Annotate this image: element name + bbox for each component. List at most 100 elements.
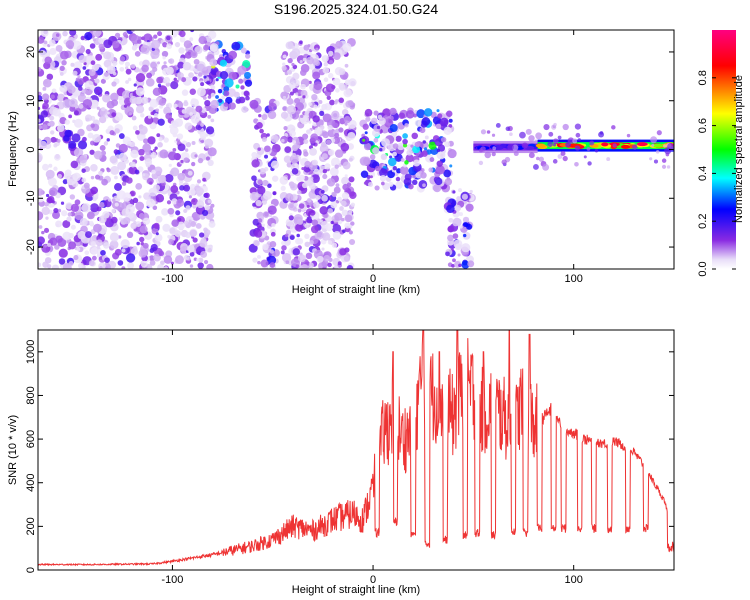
spectrogram-cell: [291, 77, 295, 81]
spectrogram-cell: [251, 151, 258, 159]
spectrogram-cell: [452, 190, 456, 194]
spectrogram-speck: [632, 144, 638, 150]
spectrogram-cell: [245, 53, 251, 59]
spectrogram-cell: [436, 109, 440, 113]
spectrogram-cell: [154, 146, 158, 150]
spectrogram-cell: [462, 231, 471, 240]
spectrogram-cell: [57, 124, 65, 133]
spectrogram-cell: [145, 198, 156, 208]
spectrogram-cell: [130, 161, 136, 168]
spectrogram-speck: [553, 122, 557, 127]
spectrogram-cell: [207, 95, 212, 99]
spectrogram-cell: [168, 151, 177, 161]
spectrogram-cell: [98, 202, 105, 209]
spectrogram-cell: [321, 232, 331, 241]
spectrogram-cell: [299, 40, 303, 45]
spectrogram-cell: [306, 56, 315, 65]
spectrogram-cell: [304, 223, 309, 228]
spectrogram-cell: [169, 126, 179, 135]
spectrogram-cell: [144, 158, 153, 166]
spectrogram-cell: [198, 257, 204, 263]
spectrogram-cell: [321, 55, 329, 63]
spectrogram-cell: [59, 50, 69, 60]
spectrogram-cell: [219, 59, 227, 67]
spectrogram-cell: [423, 108, 433, 117]
spectrogram-cell: [463, 233, 467, 238]
spectrogram-cell: [434, 177, 443, 186]
spectrogram-marks: [38, 30, 674, 269]
spectrogram-cell: [302, 57, 307, 62]
spectrogram-cell: [148, 187, 158, 197]
spectrogram-cell: [41, 124, 48, 131]
spectrogram-cell: [141, 64, 149, 73]
spectrogram-cell: [289, 154, 299, 164]
spectrogram-cell: [341, 200, 347, 207]
spectrogram-cell: [84, 80, 94, 90]
spectrogram-cell: [145, 78, 155, 87]
spectrogram-cell: [141, 96, 149, 105]
spectrogram-cell: [50, 130, 55, 135]
spectrogram-speck: [583, 155, 587, 159]
spectrogram-speck: [611, 125, 616, 130]
spectrogram-cell: [200, 122, 205, 128]
spectrogram-cell: [343, 255, 351, 262]
spectrogram-cell: [203, 259, 209, 265]
spectrogram-cell: [149, 181, 153, 185]
spectrogram-cell: [107, 198, 112, 202]
spectrogram-cell: [77, 93, 87, 103]
spectrogram-cell: [335, 88, 340, 93]
spectrogram-cell: [270, 231, 276, 237]
spectrogram-cell: [373, 110, 379, 116]
spectrogram-cell: [327, 208, 334, 214]
spectrogram-cell: [69, 30, 77, 36]
spectrogram-cell: [291, 144, 299, 152]
spectrogram-cell: [81, 88, 86, 94]
spectrogram-speck: [548, 131, 554, 137]
spectrogram-cell: [249, 99, 259, 109]
spectrogram-cell: [360, 170, 369, 178]
spectrogram-cell: [447, 234, 454, 242]
colorbar-gradient: [712, 30, 736, 269]
spectrogram-cell: [102, 93, 111, 103]
spectrogram-cell: [321, 260, 329, 268]
spectrogram-cell: [300, 264, 309, 269]
spectrogram-cell: [173, 103, 178, 109]
spectrogram-cell: [78, 104, 84, 109]
spectrogram-cell: [38, 106, 41, 111]
spectrogram-cell: [207, 114, 212, 119]
spectrogram-cell: [270, 160, 280, 169]
spectrogram-cell: [42, 93, 50, 101]
spectrogram-cell: [181, 89, 189, 96]
spectrogram-cell: [205, 156, 211, 161]
spectrogram-cell: [330, 157, 340, 167]
spectrogram-cell: [448, 118, 453, 123]
spectrogram-cell: [56, 138, 61, 143]
spectrogram-speck: [574, 123, 582, 130]
spectrogram-cell: [138, 195, 142, 199]
spectrogram-y-tick-label: 10: [25, 95, 37, 107]
spectrogram-cell: [330, 220, 334, 225]
spectrogram-cell: [287, 57, 293, 64]
spectrogram-cell: [140, 113, 145, 118]
colorbar-ticks: 0.0 0.2 0.4 0.6 0.8: [697, 70, 736, 277]
spectrogram-cell: [114, 175, 118, 180]
spectrogram-cell: [126, 177, 133, 184]
spectrogram-cell: [280, 185, 286, 191]
spectrogram-cell: [436, 148, 441, 153]
spectrogram-cell: [444, 141, 451, 148]
spectrogram-cell: [245, 95, 250, 101]
spectrogram-cell: [177, 172, 186, 181]
spectrogram-cell: [410, 144, 414, 148]
spectrogram-cell: [299, 59, 303, 64]
spectrogram-cell: [168, 163, 172, 167]
spectrogram-cell: [194, 154, 198, 158]
spectrogram-cell: [143, 192, 151, 200]
spectrogram-cell: [446, 204, 455, 214]
spectrogram-cell: [134, 50, 141, 57]
spectrogram-cell: [207, 199, 212, 204]
spectrogram-cell: [64, 119, 70, 125]
spectrogram-cell: [38, 118, 41, 123]
spectrogram-cell: [65, 40, 75, 49]
spectrogram-speck: [478, 148, 484, 153]
spectrogram-cell: [364, 108, 373, 117]
